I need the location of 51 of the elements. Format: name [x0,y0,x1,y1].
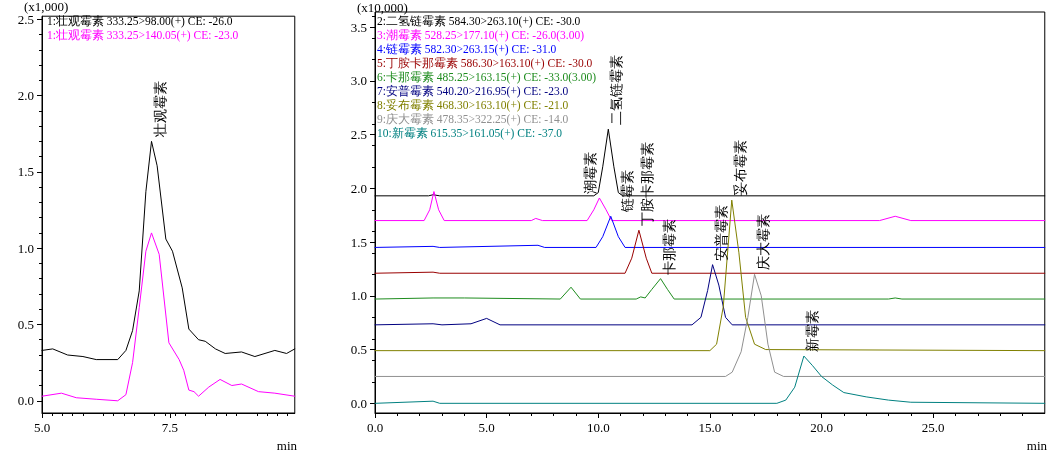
y-tick-label: 0.5 [350,342,367,358]
x-tick-label: 0.0 [366,420,384,435]
y-tick-label: 1.5 [17,164,34,180]
line-series [374,355,1046,404]
line-series [374,199,1046,352]
y-axis-title: (x10,000) [357,0,408,15]
text: 9:庆大霉素 478.35>322.25(+) CE: -14.0 [377,112,569,126]
x-axis-title: min [276,438,298,452]
annotation: 安普霉素 [712,204,729,261]
text: 7:安普霉素 540.20>216.95(+) CE: -23.0 [377,84,569,98]
x-tick-label: 15.0 [698,420,722,435]
annotation: 壮观霉素 [151,81,168,139]
y-tick-label: 3.5 [350,19,367,35]
text: 1:壮观霉素 333.25>140.05(+) CE: -23.0 [47,29,239,42]
y-tick-label: 2.5 [350,127,367,143]
annotation: 潮霉素 [582,151,599,194]
annotation: 链霉素 [618,170,635,214]
text: 8:妥布霉素 468.30>163.10(+) CE: -21.0 [377,98,569,112]
annotation: 新霉素 [803,310,820,353]
y-tick-label: 0.0 [350,395,367,411]
text: 1:壮观霉素 333.25>98.00(+) CE: -26.0 [47,15,233,28]
annotation: 庆大霉素 [754,214,771,271]
x-axis-title: min [1026,438,1048,452]
line-series [374,278,1046,300]
y-tick-label: 3.0 [350,73,367,89]
annotation: 丁胺卡那霉素 [638,142,655,227]
text: 3:潮霉素 528.25>177.10(+) CE: -26.0(3.00) [377,29,585,42]
y-tick-label: 2.0 [350,180,367,196]
y-tick-label: 0.5 [17,316,34,332]
x-tick-label: 25.0 [921,420,945,435]
text: 6:卡那霉素 485.25>163.15(+) CE: -33.0(3.00) [377,71,597,84]
y-tick-label: 0.0 [17,393,34,409]
x-tick-label: 7.5 [161,420,179,435]
text: 4:链霉素 582.30>263.15(+) CE: -31.0 [377,43,557,56]
y-axis-title: (x1,000) [24,0,69,14]
text: 2:二氢链霉素 584.30>263.10(+) CE: -30.0 [377,15,581,28]
text: 10:新霉素 615.35>161.05(+) CE: -37.0 [377,126,563,140]
annotation: 妥布霉素 [731,140,748,197]
x-tick-label: 20.0 [810,420,833,435]
x-tick-label: 5.0 [478,420,495,435]
line-series [41,232,296,402]
line-series [374,273,1046,377]
y-tick-label: 1.0 [350,288,367,304]
annotation: 卡那霉素 [660,218,677,275]
text: 5:丁胺卡那霉素 586.30>163.10(+) CE: -30.0 [377,56,593,70]
y-tick-label: 1.0 [17,240,34,256]
x-tick-label: 5.0 [33,420,51,435]
x-tick-label: 10.0 [586,420,610,435]
y-tick-label: 2.0 [17,88,34,104]
y-tick-label: 1.5 [350,234,367,250]
annotation: 二氢链霉素 [608,55,625,126]
